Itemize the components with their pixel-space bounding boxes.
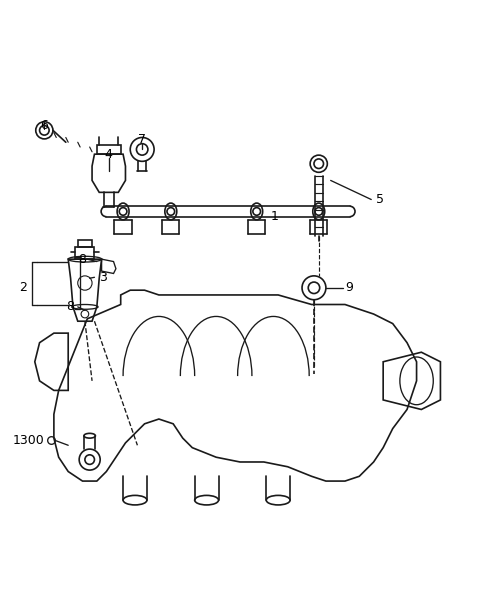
- Text: 8: 8: [79, 253, 86, 266]
- Text: 2: 2: [19, 281, 27, 294]
- Text: 1300: 1300: [12, 434, 44, 447]
- Bar: [75, 247, 95, 259]
- Text: 9: 9: [345, 281, 353, 294]
- Text: 5: 5: [376, 193, 384, 206]
- Bar: [97, 144, 120, 154]
- Text: 3: 3: [99, 271, 107, 284]
- Bar: [78, 240, 92, 247]
- Text: 8: 8: [67, 300, 74, 314]
- Text: 4: 4: [105, 147, 113, 161]
- Text: 6: 6: [40, 119, 48, 132]
- Text: 7: 7: [138, 133, 146, 146]
- Text: 1: 1: [271, 209, 279, 223]
